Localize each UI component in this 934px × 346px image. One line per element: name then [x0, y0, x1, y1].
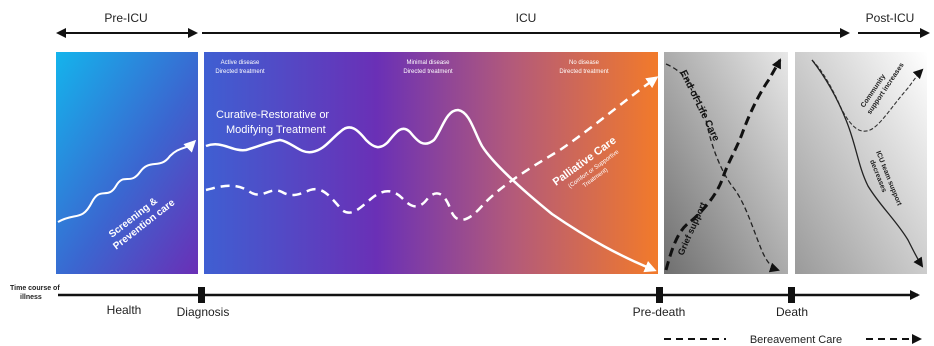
grief-support-curve [664, 58, 782, 271]
health-label: Health [107, 303, 142, 317]
minimal-disease-label: Minimal disease [406, 60, 450, 66]
no-disease-label: No disease [569, 60, 600, 66]
death-label: Death [776, 305, 808, 319]
palliative-curve [205, 76, 659, 221]
time-course-label-line2: illness [20, 294, 42, 301]
pre-icu-panel [56, 52, 198, 274]
curative-curve [205, 108, 657, 273]
pre-icu-label: Pre-ICU [104, 11, 147, 25]
icu-team-support-curve [811, 59, 924, 268]
diagnosis-label: Diagnosis [177, 305, 230, 319]
bereavement-label: Bereavement Care [750, 334, 842, 346]
post-icu-label: Post-ICU [866, 11, 915, 25]
icu-panel [204, 52, 658, 274]
svg-text:Modifying Treatment: Modifying Treatment [226, 124, 326, 136]
phase-headers: Pre-ICU ICU Post-ICU [56, 11, 930, 38]
icu-panel-headers: Active disease Directed treatment Minima… [215, 60, 609, 75]
end-of-life-care-curve [665, 63, 780, 273]
timeline: Time course of illness Health Diagnosis … [10, 285, 922, 346]
diagnosis-marker [198, 287, 205, 303]
pre-death-label: Pre-death [633, 305, 686, 319]
active-treatment-label: Directed treatment [215, 69, 265, 75]
post-icu-panel [795, 52, 927, 274]
end-of-life-panel [664, 52, 788, 274]
time-course-label-line1: Time course of [10, 285, 60, 292]
community-support-curve [811, 59, 924, 132]
svg-text:Curative-Restorative or: Curative-Restorative or [216, 109, 329, 121]
minimal-treatment-label: Directed treatment [403, 69, 453, 75]
icu-label: ICU [516, 11, 537, 25]
no-disease-treatment-label: Directed treatment [559, 69, 609, 75]
active-disease-label: Active disease [221, 60, 260, 66]
curative-label: Curative-Restorative or Modifying Treatm… [216, 109, 329, 136]
screening-curve [57, 139, 197, 223]
death-marker [788, 287, 795, 303]
pre-death-marker [656, 287, 663, 303]
